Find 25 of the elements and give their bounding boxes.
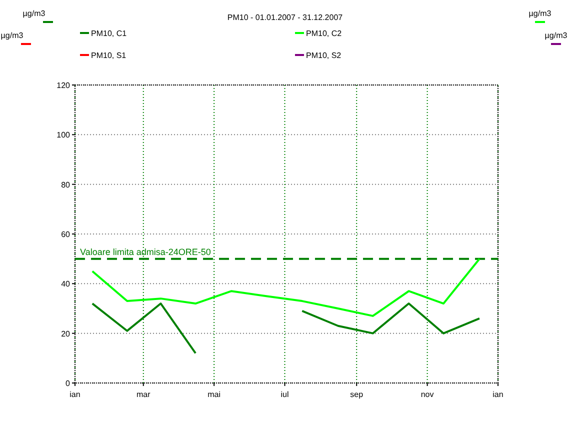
chart-title: PM10 - 01.01.2007 - 31.12.2007 (227, 13, 344, 22)
x-tick-label: mai (208, 390, 221, 399)
y-tick-label: 120 (56, 81, 71, 90)
y-tick-label: 0 (66, 379, 71, 388)
legend-label: PM10, S2 (306, 51, 342, 60)
text: µg/m3 (0, 31, 24, 40)
x-tick-label: ian (492, 390, 504, 399)
legend-label: PM10, C2 (306, 29, 342, 38)
y-tick-label: 60 (61, 230, 71, 239)
y-tick-label: 20 (61, 329, 71, 338)
legend-label: PM10, C1 (91, 29, 128, 38)
y-tick-label: 80 (61, 180, 71, 190)
x-tick-label: ian (70, 390, 80, 399)
line-series (91, 258, 480, 317)
x-tick-label: sep (350, 390, 364, 399)
legend-label: PM10, S1 (91, 51, 127, 60)
text: µg/m3 (544, 31, 568, 40)
ref-line-label: Valoare limita admisa-24ORE-50 (80, 246, 211, 257)
text: µg/m3 (22, 9, 46, 18)
x-tick-label: iul (280, 390, 289, 399)
x-tick-label: mar (136, 390, 151, 399)
y-tick-label: 40 (61, 280, 71, 289)
text: µg/m3 (528, 9, 552, 18)
y-tick-label: 100 (56, 130, 71, 140)
x-tick-label: nov (420, 390, 434, 399)
